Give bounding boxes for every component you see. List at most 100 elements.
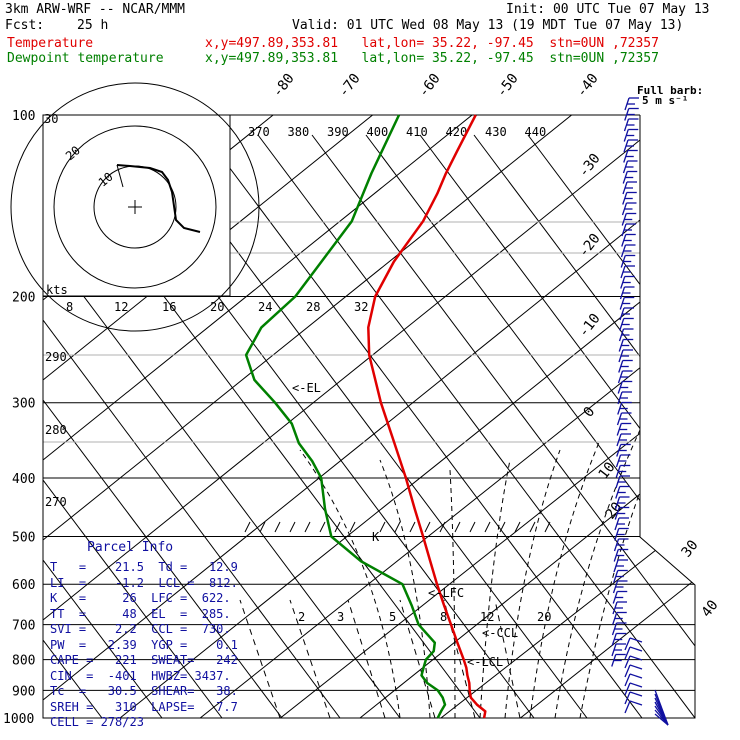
barb-note-line1: Full barb: <box>637 84 703 97</box>
theta-label: 390 <box>327 125 349 139</box>
mixing-ratio-label: 12 <box>480 610 494 624</box>
theta-e-label: 270 <box>45 495 67 509</box>
theta-label: 400 <box>367 125 389 139</box>
k-marker: K <box>372 530 380 544</box>
hodograph-trace <box>116 164 201 233</box>
speed-label: 20 <box>210 300 224 314</box>
level-lcl-label: <-LCL <box>467 655 503 669</box>
y-tick-label: 200 <box>12 291 35 306</box>
mixing-ratio-label: 3 <box>337 610 344 624</box>
series-layer <box>244 114 487 719</box>
theta-label: 420 <box>446 125 468 139</box>
series-line-temperature <box>367 114 487 719</box>
wind-barb <box>629 691 643 697</box>
isotherm-label: -30 <box>576 151 604 181</box>
wind-barb <box>624 655 631 669</box>
hodograph-frame <box>42 114 231 297</box>
wind-barb <box>624 673 631 687</box>
pressure-lines <box>43 114 695 719</box>
plot-frame <box>42 115 696 719</box>
level-markers: <-EL <-LFC <-CCL <-LCL K <box>292 381 518 669</box>
speed-label: 12 <box>114 300 128 314</box>
isotherm-label: 30 <box>679 537 702 560</box>
isotherm-label: -40 <box>574 71 602 101</box>
y-tick-label: 700 <box>12 619 35 634</box>
speed-label: 28 <box>306 300 320 314</box>
y-tick-label: 1000 <box>3 712 34 727</box>
isotherm-label: -10 <box>576 311 604 341</box>
wind-barb <box>629 682 643 688</box>
parcel-info-row: SVI = 2.2 CCL = 730. <box>50 622 231 636</box>
mixing-ratio-label: 2 <box>298 610 305 624</box>
wind-barb <box>624 682 631 696</box>
legend-dewpoint-location: x,y=497.89,353.81 lat,lon= 35.22, -97.45… <box>205 51 659 66</box>
wind-barb <box>624 646 631 660</box>
hodograph-ring-label: 30 <box>44 112 58 126</box>
wind-barb <box>624 691 631 705</box>
wind-barb <box>629 664 643 670</box>
wind-barb <box>624 637 631 651</box>
parcel-info-row: Tc = 30.5 SHEAR= 38. <box>50 684 238 698</box>
parcel-info-title: Parcel Info <box>87 540 174 555</box>
y-tick-label: 900 <box>12 684 35 699</box>
theta-label: 410 <box>406 125 428 139</box>
speed-label: 8 <box>66 300 73 314</box>
theta-label: 430 <box>485 125 507 139</box>
hodograph-ring-outer <box>10 82 260 332</box>
theta-e-label: 280 <box>45 423 67 437</box>
wind-barb <box>624 664 631 678</box>
parcel-info-row: T = 21.5 Td = 12.9 <box>50 560 238 574</box>
parcel-info-row: LI = -1.2 LCL = 812. <box>50 575 238 590</box>
init-time: Init: 00 UTC Tue 07 May 13 <box>506 2 710 17</box>
isotherm-label: -20 <box>576 231 604 261</box>
theta-label: 440 <box>525 125 547 139</box>
parcel-info-row: CIN = -401 HWBZ= 3437. <box>50 668 231 683</box>
valid-time: Valid: 01 UTC Wed 08 May 13 (19 MDT Tue … <box>292 18 684 33</box>
level-ccl-label: <-CCL <box>482 626 518 640</box>
y-tick-label: 800 <box>12 654 35 669</box>
speed-label: 24 <box>258 300 272 314</box>
storm-motion-vector <box>116 164 124 188</box>
wind-barb <box>654 713 669 726</box>
mixing-ratio-label: 8 <box>440 610 447 624</box>
parcel-info-row: CELL = 278/23 <box>50 715 144 729</box>
wind-barb <box>624 700 631 714</box>
hodograph-inset: 30 20 10 kts <box>10 82 260 332</box>
theta-e-label: 290 <box>45 350 67 364</box>
wind-barb <box>629 700 643 706</box>
series-line-dewpoint-temperature <box>244 114 447 719</box>
isotherm-label: -50 <box>494 71 522 101</box>
isotherm-label: 0 <box>581 404 599 420</box>
wind-barb <box>629 637 643 643</box>
y-tick-label: 300 <box>12 397 35 412</box>
isotherm-label: 10 <box>596 459 619 482</box>
model-title: 3km ARW-WRF -- NCAR/MMM <box>5 2 186 17</box>
wind-barbs <box>611 97 669 726</box>
forecast-label: Fcst: <box>5 18 45 33</box>
wind-barb <box>629 646 643 652</box>
legend-temperature-name: Temperature <box>7 36 94 51</box>
wind-barb <box>629 673 643 679</box>
legend-temperature-location: x,y=497.89,353.81 lat,lon= 35.22, -97.45… <box>205 36 659 51</box>
theta-label: 380 <box>288 125 310 139</box>
parcel-info-row: K = 26 LFC = 622. <box>50 591 231 605</box>
barb-note-line2: 5 m s⁻¹ <box>642 94 688 107</box>
y-tick-label: 100 <box>12 109 35 124</box>
speed-label: 32 <box>354 300 368 314</box>
y-tick-label: 500 <box>12 530 35 545</box>
legend-dewpoint-name: Dewpoint temperature <box>7 51 164 66</box>
theta-label: 370 <box>248 125 270 139</box>
parcel-info-row: TT = 48 EL = 285. <box>50 606 231 621</box>
speed-label: 16 <box>162 300 176 314</box>
isotherm-label: -70 <box>336 71 364 101</box>
mixing-ratio-label: 20 <box>537 610 551 624</box>
y-tick-label: 600 <box>12 578 35 593</box>
level-el-label: <-EL <box>292 381 321 395</box>
parcel-info-row: SREH = 310 LAPSE= 7.7 <box>50 699 238 714</box>
parcel-info-row: PW = 2.39 YGP = 0.1 <box>50 637 238 652</box>
isotherm-label: 40 <box>699 597 722 620</box>
isotherm-label: -80 <box>270 71 298 101</box>
hodograph-units: kts <box>46 283 68 297</box>
forecast-hours: 25 h <box>77 18 109 33</box>
